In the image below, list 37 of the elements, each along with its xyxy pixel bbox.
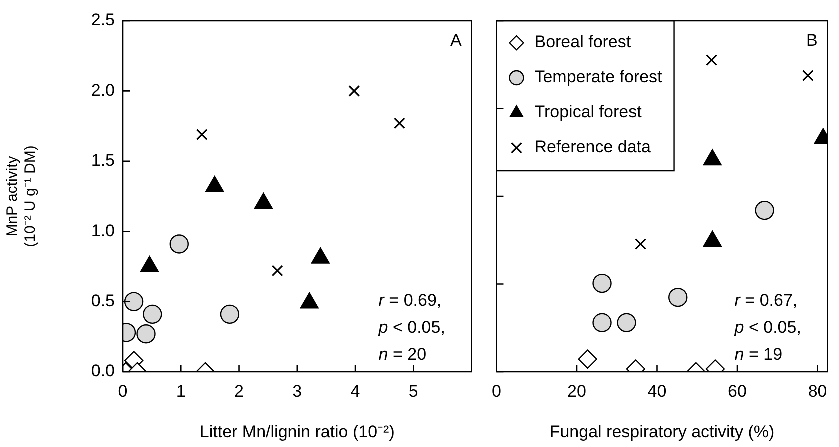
legend-label: Tropical forest: [534, 102, 642, 122]
annotation: r = 0.69, p < 0.05, n = 20: [378, 291, 446, 364]
point: [755, 200, 774, 220]
point: [706, 54, 718, 66]
x-tick-label: 60: [728, 382, 747, 401]
x-tick-label: 0: [492, 382, 502, 401]
legend-label: Boreal forest: [534, 32, 632, 52]
x-tick-label: 40: [648, 382, 667, 401]
point: [578, 350, 598, 369]
point: [635, 238, 647, 250]
x-tick-label: 3: [292, 382, 302, 401]
x-tick-label: 0: [118, 382, 128, 401]
annotation: B: [806, 31, 818, 50]
point: [592, 274, 612, 294]
x-tick-label: 80: [808, 382, 828, 401]
point: [592, 313, 612, 332]
x-tick-label: 4: [350, 382, 360, 401]
legend-label: Temperate forest: [534, 68, 663, 87]
y-tick-label: 1.0: [91, 221, 115, 240]
y-tick-label: 0.5: [91, 291, 115, 310]
legend-label: Reference data: [534, 138, 652, 157]
x-axis-title: Litter Mn/lignin ratio (10⁻²): [200, 422, 395, 442]
x-tick-label: 5: [408, 382, 418, 401]
point: [802, 70, 814, 82]
y-tick-label: 1.5: [91, 151, 115, 170]
y-tick-label: 2.0: [91, 80, 115, 100]
x-tick-label: 1: [176, 382, 186, 401]
annotation: A: [450, 31, 462, 50]
x-tick-label: 20: [568, 382, 586, 401]
point: [617, 313, 636, 332]
y-tick-label: 0.0: [91, 362, 115, 381]
point: [668, 288, 688, 308]
y-tick-label: 2.5: [91, 10, 115, 30]
x-tick-label: 2: [234, 382, 244, 401]
x-axis-title: Fungal respiratory activity (%): [550, 422, 775, 442]
annotation: r = 0.67, p < 0.05, n = 19: [734, 291, 802, 364]
y-axis-title: MnP activity (10⁻² U g⁻¹ DM): [4, 146, 40, 248]
